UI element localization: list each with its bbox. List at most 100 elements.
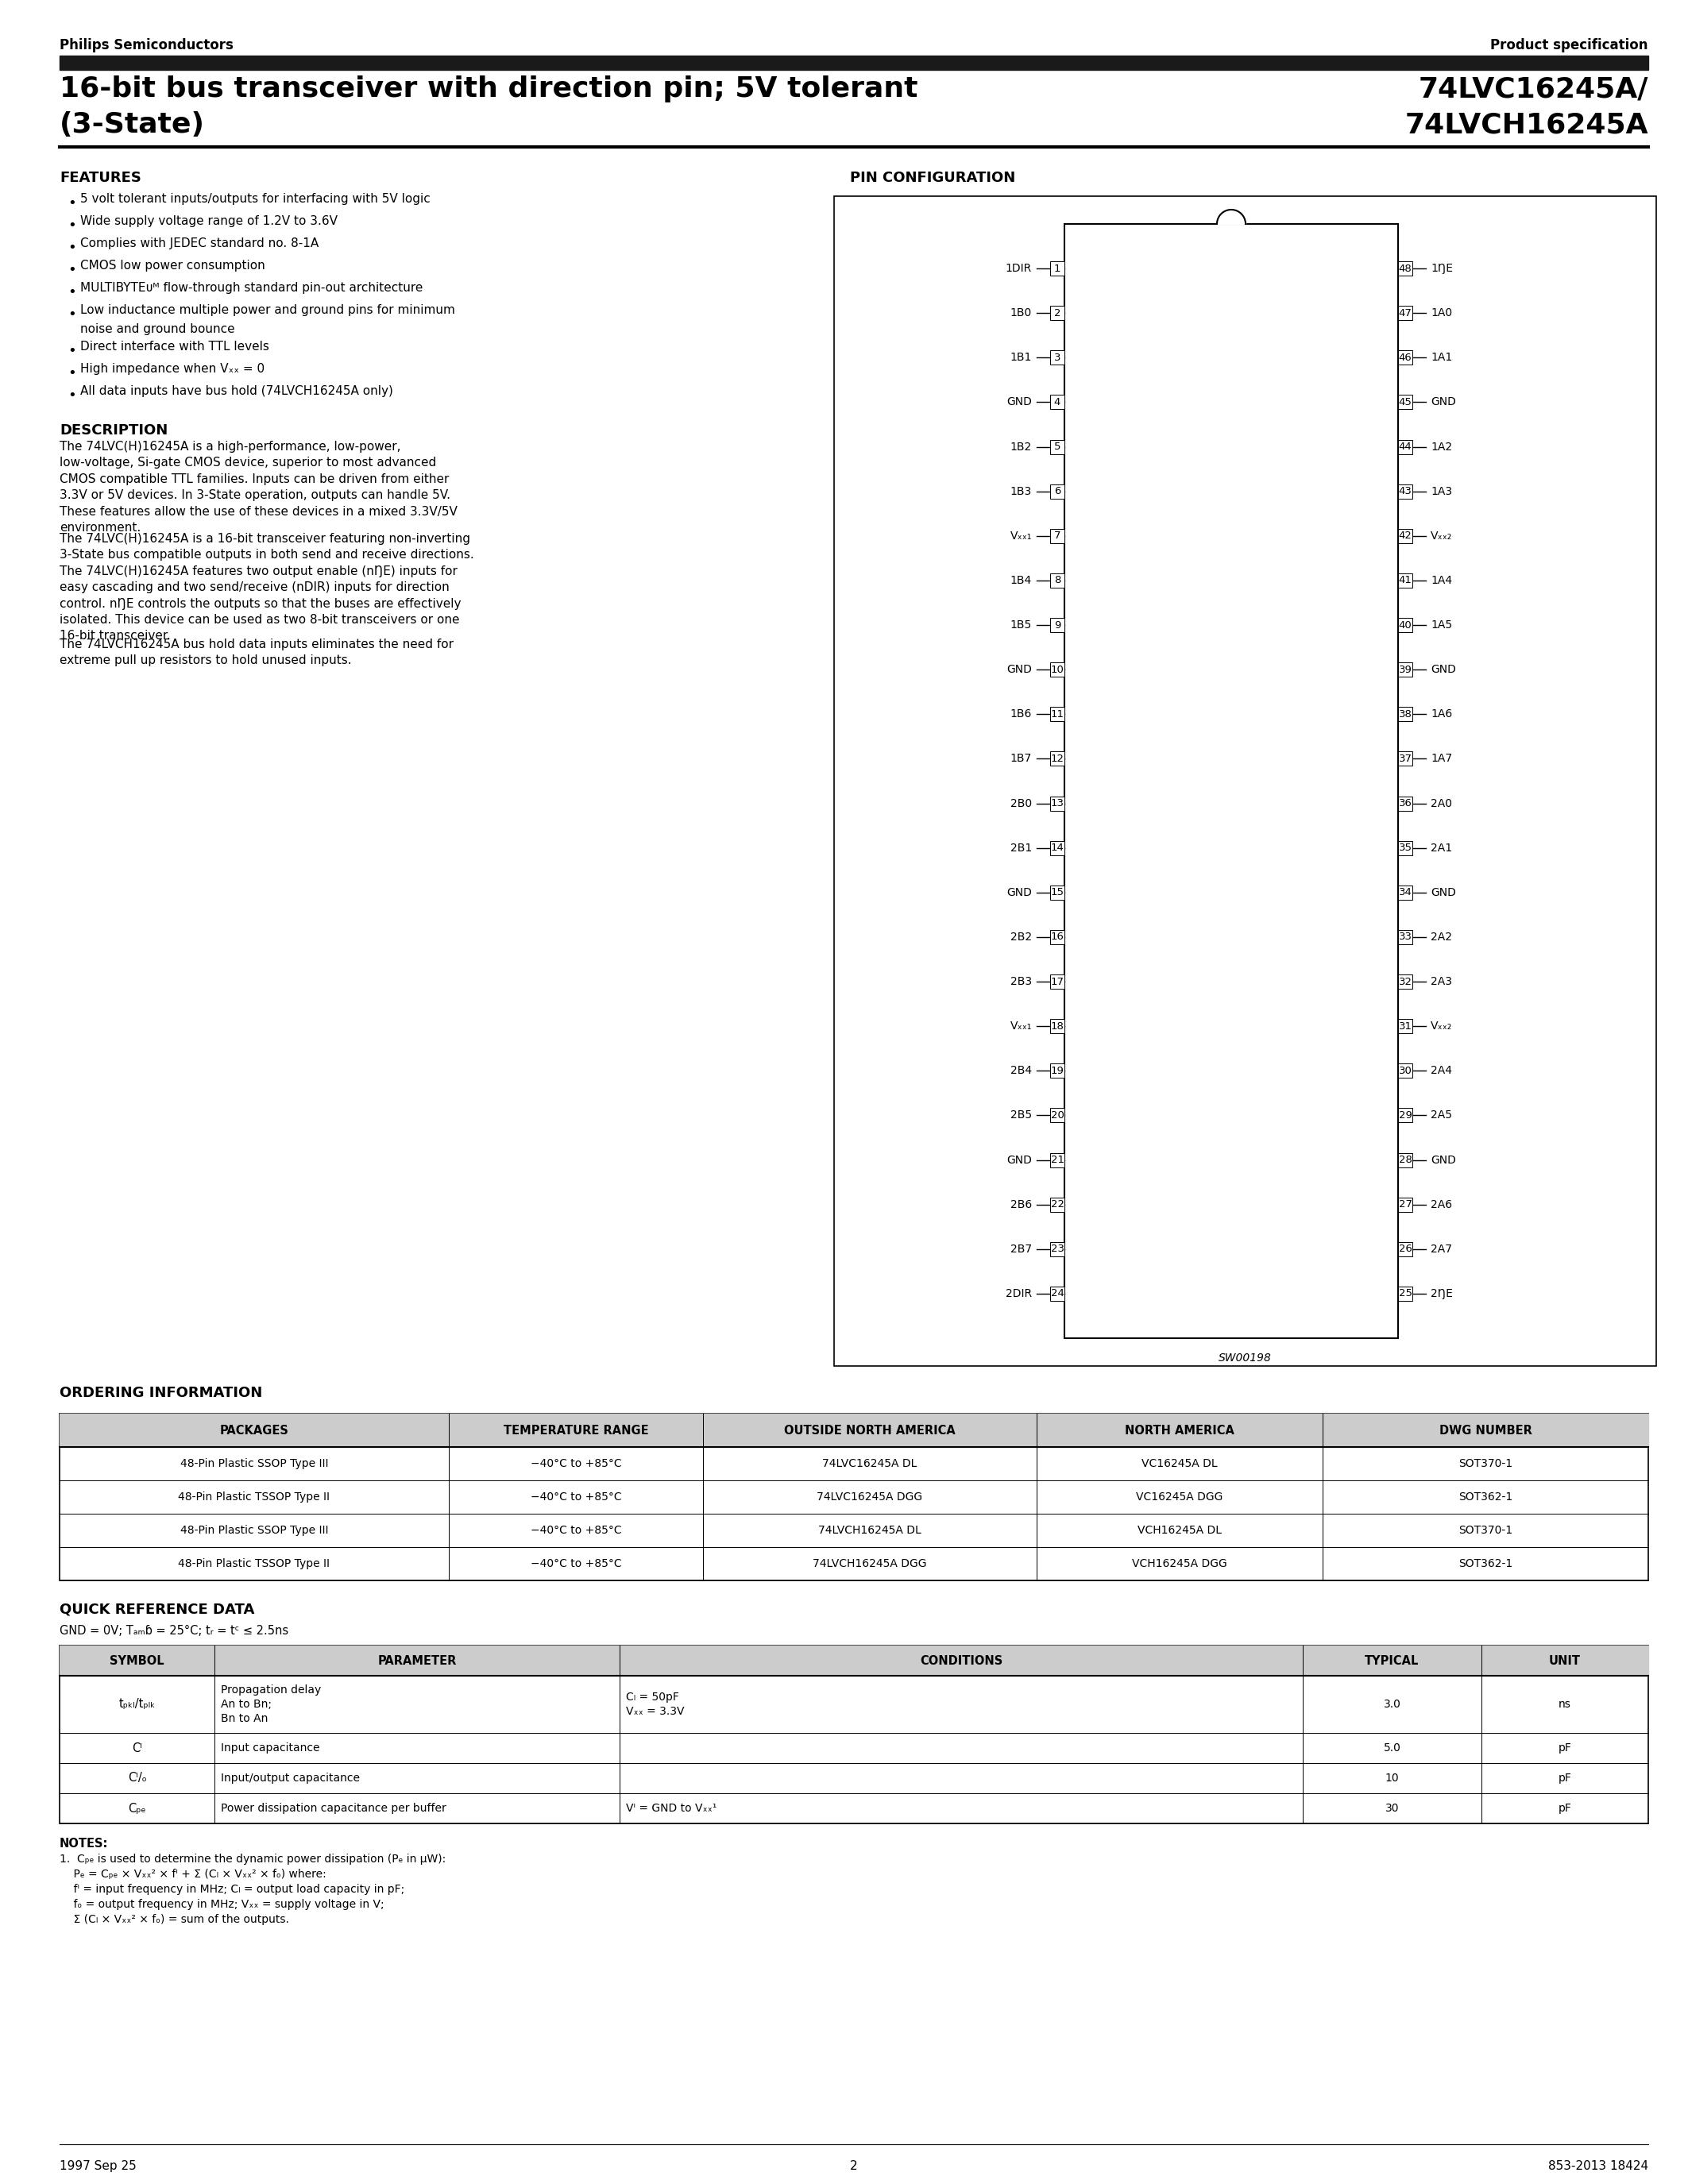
- Text: 33: 33: [1398, 933, 1411, 941]
- Text: 1.  Cₚₑ is used to determine the dynamic power dissipation (Pₑ in μW):: 1. Cₚₑ is used to determine the dynamic …: [59, 1854, 446, 1865]
- Text: •: •: [68, 240, 76, 256]
- Text: 5.0: 5.0: [1384, 1743, 1401, 1754]
- Text: 21: 21: [1050, 1155, 1063, 1164]
- Bar: [59, 1645, 1647, 1824]
- Text: Cₚₑ: Cₚₑ: [128, 1802, 147, 1815]
- Bar: [1050, 529, 1065, 544]
- Text: •: •: [68, 286, 76, 299]
- Text: 1B5: 1B5: [1009, 620, 1031, 631]
- Text: 34: 34: [1398, 887, 1411, 898]
- Text: Cᴵ: Cᴵ: [132, 1743, 142, 1754]
- Text: 25: 25: [1398, 1289, 1411, 1299]
- Text: DWG NUMBER: DWG NUMBER: [1438, 1424, 1533, 1437]
- Text: 2: 2: [851, 2160, 858, 2173]
- Text: 16-bit bus transceiver with direction pin; 5V tolerant: 16-bit bus transceiver with direction pi…: [59, 76, 918, 103]
- Text: GND: GND: [1431, 664, 1457, 675]
- Text: 1DIR: 1DIR: [1006, 262, 1031, 273]
- Text: 19: 19: [1050, 1066, 1063, 1077]
- Text: 8: 8: [1053, 574, 1060, 585]
- Text: 74LVCH16245A DL: 74LVCH16245A DL: [819, 1524, 922, 1535]
- Text: GND = 0V; Tₐₘɓ = 25°C; tᵣ = tᶜ ≤ 2.5ns: GND = 0V; Tₐₘɓ = 25°C; tᵣ = tᶜ ≤ 2.5ns: [59, 1625, 289, 1636]
- Text: 2DIR: 2DIR: [1006, 1289, 1031, 1299]
- Text: 5 volt tolerant inputs/outputs for interfacing with 5V logic: 5 volt tolerant inputs/outputs for inter…: [81, 192, 430, 205]
- Text: 2A4: 2A4: [1431, 1066, 1452, 1077]
- Text: 35: 35: [1398, 843, 1411, 854]
- Bar: [1050, 618, 1065, 631]
- Text: The 74LVC(H)16245A is a high-performance, low-power,
low-voltage, Si-gate CMOS d: The 74LVC(H)16245A is a high-performance…: [59, 441, 457, 533]
- Text: 1A4: 1A4: [1431, 574, 1452, 585]
- Text: 1A5: 1A5: [1431, 620, 1452, 631]
- Bar: [1398, 1153, 1413, 1166]
- Text: 18: 18: [1050, 1022, 1063, 1031]
- Text: Direct interface with TTL levels: Direct interface with TTL levels: [81, 341, 268, 352]
- Text: 2B0: 2B0: [1011, 797, 1031, 808]
- Bar: [1398, 1197, 1413, 1212]
- Text: •: •: [68, 197, 76, 210]
- Text: High impedance when Vₓₓ = 0: High impedance when Vₓₓ = 0: [81, 363, 265, 376]
- Bar: [1398, 708, 1413, 721]
- Text: SOT362-1: SOT362-1: [1458, 1492, 1512, 1503]
- Text: −40°C to +85°C: −40°C to +85°C: [530, 1557, 621, 1570]
- Bar: [1050, 439, 1065, 454]
- Text: 74LVCH16245A DGG: 74LVCH16245A DGG: [814, 1557, 927, 1570]
- Bar: [1050, 262, 1065, 275]
- Text: pF: pF: [1558, 1802, 1572, 1815]
- Text: 2: 2: [1053, 308, 1060, 319]
- Text: −40°C to +85°C: −40°C to +85°C: [530, 1459, 621, 1470]
- Text: pF: pF: [1558, 1773, 1572, 1784]
- Text: 1B6: 1B6: [1009, 708, 1031, 721]
- Text: •: •: [68, 218, 76, 234]
- Text: 10: 10: [1386, 1773, 1399, 1784]
- Text: Complies with JEDEC standard no. 8-1A: Complies with JEDEC standard no. 8-1A: [81, 238, 319, 249]
- Text: OUTSIDE NORTH AMERICA: OUTSIDE NORTH AMERICA: [785, 1424, 955, 1437]
- Text: Cₗ = 50pF
Vₓₓ = 3.3V: Cₗ = 50pF Vₓₓ = 3.3V: [626, 1690, 684, 1717]
- Text: 3.0: 3.0: [1384, 1699, 1401, 1710]
- Text: 3: 3: [1053, 352, 1060, 363]
- Text: 26: 26: [1398, 1245, 1411, 1254]
- Text: 1B4: 1B4: [1009, 574, 1031, 585]
- Text: 10: 10: [1050, 664, 1063, 675]
- Text: 43: 43: [1398, 487, 1411, 496]
- Text: The 74LVCH16245A bus hold data inputs eliminates the need for
extreme pull up re: The 74LVCH16245A bus hold data inputs el…: [59, 638, 454, 666]
- Text: fₒ = output frequency in MHz; Vₓₓ = supply voltage in V;: fₒ = output frequency in MHz; Vₓₓ = supp…: [59, 1898, 385, 1911]
- Bar: [59, 55, 1647, 70]
- Text: 2A7: 2A7: [1431, 1243, 1452, 1254]
- Text: 74LVCH16245A: 74LVCH16245A: [1404, 111, 1647, 138]
- Text: •: •: [68, 367, 76, 380]
- Bar: [1050, 349, 1065, 365]
- Text: 2A2: 2A2: [1431, 933, 1452, 943]
- Bar: [1398, 797, 1413, 810]
- Text: 16: 16: [1050, 933, 1063, 941]
- Text: 24: 24: [1050, 1289, 1063, 1299]
- Bar: [1398, 751, 1413, 767]
- Text: Vᴵ = GND to Vₓₓ¹: Vᴵ = GND to Vₓₓ¹: [626, 1802, 717, 1815]
- Text: •: •: [68, 343, 76, 358]
- Text: 48-Pin Plastic TSSOP Type II: 48-Pin Plastic TSSOP Type II: [179, 1557, 331, 1570]
- Text: VC16245A DL: VC16245A DL: [1141, 1459, 1217, 1470]
- Bar: [1398, 930, 1413, 943]
- Text: 45: 45: [1398, 397, 1411, 408]
- Text: Σ (Cₗ × Vₓₓ² × fₒ) = sum of the outputs.: Σ (Cₗ × Vₓₓ² × fₒ) = sum of the outputs.: [59, 1913, 289, 1924]
- Bar: [1398, 1020, 1413, 1033]
- Bar: [1050, 1197, 1065, 1212]
- Bar: [1050, 1286, 1065, 1302]
- Text: 1A3: 1A3: [1431, 485, 1452, 498]
- Text: Input capacitance: Input capacitance: [221, 1743, 319, 1754]
- Text: TYPICAL: TYPICAL: [1366, 1655, 1420, 1666]
- Text: fᴵ = input frequency in MHz; Cₗ = output load capacity in pF;: fᴵ = input frequency in MHz; Cₗ = output…: [59, 1885, 405, 1896]
- Text: 2B3: 2B3: [1011, 976, 1031, 987]
- Text: Vₓₓ₁: Vₓₓ₁: [1009, 1020, 1031, 1031]
- Text: FEATURES: FEATURES: [59, 170, 142, 186]
- Text: 5: 5: [1053, 441, 1060, 452]
- Text: −40°C to +85°C: −40°C to +85°C: [530, 1492, 621, 1503]
- Text: 30: 30: [1386, 1802, 1399, 1815]
- Text: 48: 48: [1399, 264, 1411, 273]
- Bar: [1065, 225, 1398, 1339]
- Text: 1ŊE: 1ŊE: [1431, 262, 1453, 273]
- Text: 1A7: 1A7: [1431, 753, 1452, 764]
- Text: All data inputs have bus hold (74LVCH16245A only): All data inputs have bus hold (74LVCH162…: [81, 384, 393, 397]
- Text: 2A5: 2A5: [1431, 1109, 1452, 1120]
- Text: 17: 17: [1050, 976, 1063, 987]
- Text: 1A2: 1A2: [1431, 441, 1452, 452]
- Text: 2B5: 2B5: [1011, 1109, 1031, 1120]
